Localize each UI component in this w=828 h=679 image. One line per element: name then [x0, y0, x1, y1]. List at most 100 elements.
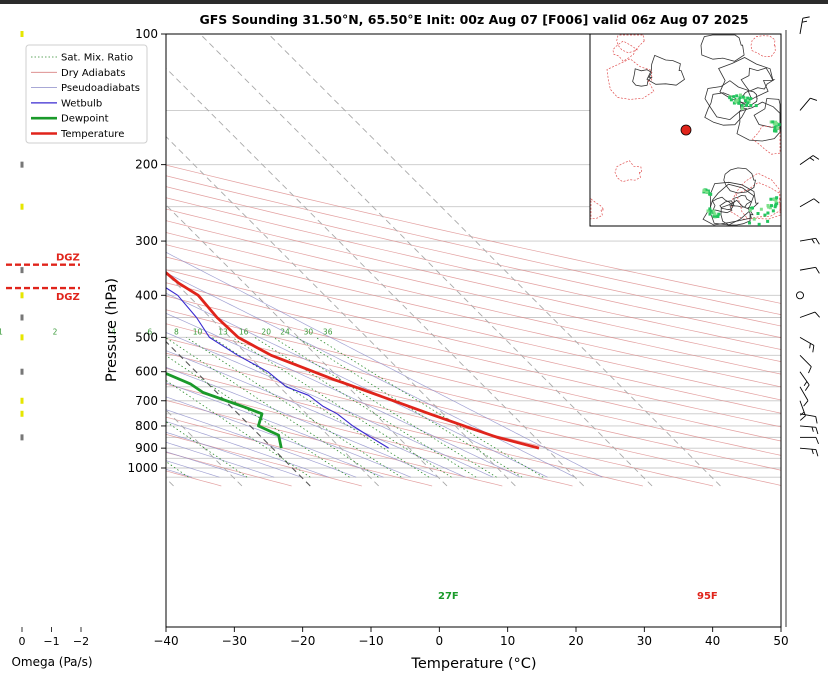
- inset-precip: [748, 221, 752, 225]
- omega-bar: [20, 267, 24, 274]
- dry-adiabat: [166, 186, 781, 327]
- inset-precip: [713, 212, 717, 216]
- plot-frame: [165, 33, 782, 628]
- wind-barb-flag: [809, 157, 815, 161]
- omega-bar: [20, 397, 24, 404]
- omega-bar: [20, 31, 24, 37]
- plot-area: [166, 34, 781, 487]
- pseudoadiabat: [166, 332, 494, 478]
- mixing-ratio-line: [166, 337, 379, 478]
- dry-adiabat: [166, 337, 781, 486]
- omega-bar: [20, 434, 24, 441]
- inset-precip: [771, 120, 775, 124]
- inset-precip: [751, 206, 755, 210]
- inset-precip: [771, 209, 775, 213]
- legend-label: Dewpoint: [61, 114, 109, 125]
- chart-title: GFS Sounding 31.50°N, 65.50°E Init: 00z …: [199, 12, 748, 27]
- mixing-ratio-label: 16: [239, 327, 249, 336]
- wind-barb-flag: [810, 97, 818, 101]
- inset-precip: [746, 101, 750, 105]
- chart-legend: Sat. Mix. Ratio Dry Adiabats Pseudoadiabat…: [25, 44, 148, 144]
- inset-precip: [717, 212, 721, 216]
- mixing-ratio-line: [296, 337, 523, 478]
- dry-adiabat: [166, 383, 573, 487]
- inset-precip: [740, 106, 744, 110]
- mixing-ratio-label: 6: [147, 327, 152, 336]
- legend-label: Pseudoadiabats: [61, 83, 140, 94]
- inset-precip: [772, 122, 776, 126]
- inset-precip: [774, 120, 778, 124]
- inset-precip: [766, 211, 770, 215]
- wind-barb-flag: [815, 449, 819, 457]
- inset-contour: [740, 67, 776, 92]
- inset-precip: [766, 204, 770, 208]
- dry-adiabat: [166, 416, 433, 487]
- inset-precip: [702, 189, 706, 193]
- inset-precip: [748, 208, 752, 212]
- legend-label: Dry Adiabats: [61, 68, 125, 79]
- wind-barb-flag: [814, 311, 820, 318]
- omega-bar: [20, 314, 24, 321]
- inset-precip: [774, 203, 778, 207]
- inset-precip: [706, 209, 710, 213]
- wind-barb-staff: [799, 237, 816, 242]
- inset-precip: [759, 207, 763, 211]
- wind-barb-flag: [812, 345, 815, 353]
- inset-contour: [704, 80, 752, 121]
- wind-barb-flag: [815, 437, 819, 445]
- inset-precip: [737, 101, 741, 105]
- temperature-line: [166, 270, 540, 450]
- inset-contour: [616, 34, 646, 54]
- inset-precip: [756, 212, 760, 216]
- inset-precip: [769, 204, 773, 208]
- inset-precip: [738, 93, 742, 97]
- isotherm-line: [166, 67, 585, 487]
- mixing-ratio-label: 13: [218, 327, 228, 336]
- inset-contour: [730, 172, 781, 220]
- inset-precip: [746, 96, 750, 100]
- wind-barb-flag: [815, 267, 820, 274]
- omega-bar: [20, 161, 24, 168]
- wind-barb-flag: [809, 343, 811, 349]
- pseudoadiabat: [166, 251, 603, 478]
- inset-precip: [752, 217, 756, 221]
- wind-barb-flag: [815, 427, 819, 435]
- mixing-ratio-line: [315, 337, 544, 478]
- dry-adiabat: [166, 244, 781, 388]
- inset-contour: [719, 200, 735, 211]
- pseudoadiabat: [166, 292, 548, 478]
- mixing-ratio-line: [166, 355, 350, 478]
- pseudoadiabat: [166, 409, 357, 478]
- pseudoadiabat: [166, 421, 329, 478]
- inset-contour: [723, 167, 756, 194]
- y-tick-label: 100: [135, 27, 158, 41]
- dry-adiabat: [166, 282, 781, 428]
- inset-contour: [718, 57, 774, 104]
- y-tick-label: 1000: [127, 461, 158, 475]
- inset-precip: [768, 206, 772, 210]
- inset-precip: [729, 98, 733, 102]
- inset-precip: [774, 201, 778, 205]
- wind-barb-flag: [815, 238, 820, 245]
- mixing-ratio-label: 10: [193, 327, 203, 336]
- inset-precip: [775, 196, 779, 200]
- mixing-ratio-labels: 1 2 4 6 8 10 13 16 20 24 30 36: [0, 327, 333, 336]
- inset-precip: [705, 190, 709, 194]
- pseudoadiabat: [166, 312, 521, 478]
- inset-precip: [740, 103, 744, 107]
- inset-precip: [741, 95, 745, 99]
- y-tick-label: 800: [135, 419, 158, 433]
- inset-precip: [708, 207, 712, 211]
- wind-barb-staff: [799, 371, 810, 386]
- y-tick-label: 600: [135, 365, 158, 379]
- inset-precip: [711, 209, 715, 213]
- inset-contour: [612, 40, 639, 62]
- x-tick-label: −30: [222, 634, 247, 648]
- wind-barb-staff: [799, 400, 806, 416]
- x-axis-label: Temperature (°C): [410, 656, 536, 672]
- x-tick-label: 40: [705, 634, 720, 648]
- pseudoadiabat: [166, 441, 275, 478]
- omega-tick-label: −2: [73, 635, 89, 648]
- inset-precip: [766, 219, 770, 223]
- omega-bar: [20, 292, 24, 299]
